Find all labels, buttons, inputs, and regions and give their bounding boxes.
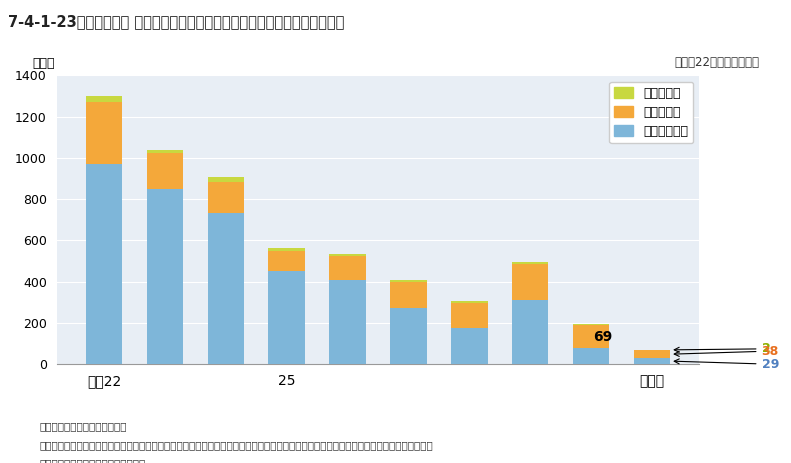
Text: 7-4-1-23図　薬物犯罪 即決裁判手続に付された事件の人員の推移（罪名別）: 7-4-1-23図 薬物犯罪 即決裁判手続に付された事件の人員の推移（罪名別） [8,14,344,29]
Bar [329,256,365,280]
Text: 取り消された者を含まない。: 取り消された者を含まない。 [40,458,146,463]
Bar [146,150,184,153]
Bar [634,358,670,364]
Bar [512,300,548,364]
Bar [207,181,244,213]
Bar [146,189,184,364]
Text: 69: 69 [593,330,613,344]
Bar [573,325,609,348]
Bar [573,324,609,325]
Bar [390,308,426,364]
Bar [268,271,305,364]
Bar [329,254,365,256]
Bar [573,348,609,364]
Bar [207,213,244,364]
Text: 38: 38 [674,344,779,357]
Bar [512,262,548,264]
Bar [146,153,184,189]
Legend: 麻薬取締法, 大麻取締法, 覚醒剤取締法: 麻薬取締法, 大麻取締法, 覚醒剤取締法 [609,81,693,143]
Bar [329,280,365,364]
Bar [451,328,487,364]
Bar [268,248,305,250]
Text: 注　１　司法統計年報による。: 注 １ 司法統計年報による。 [40,421,127,432]
Bar [390,282,426,308]
Bar [85,102,123,164]
Y-axis label: （人）: （人） [32,56,55,69]
Bar [85,96,123,102]
Bar [634,350,670,358]
Text: 2: 2 [674,342,770,355]
Bar [207,177,244,181]
Bar [451,301,487,303]
Text: ２　即決裁判手続により審判する旨の決定があった後に有罪陳述・即決裁判手続によることへの同意を撤回したことなどにより同決定が: ２ 即決裁判手続により審判する旨の決定があった後に有罪陳述・即決裁判手続によるこ… [40,440,433,450]
Text: 29: 29 [674,358,779,371]
Bar [451,303,487,328]
Bar [390,280,426,282]
Text: （平成22年～令和元年）: （平成22年～令和元年） [675,56,759,69]
Bar [268,250,305,271]
Bar [85,164,123,364]
Bar [512,264,548,300]
